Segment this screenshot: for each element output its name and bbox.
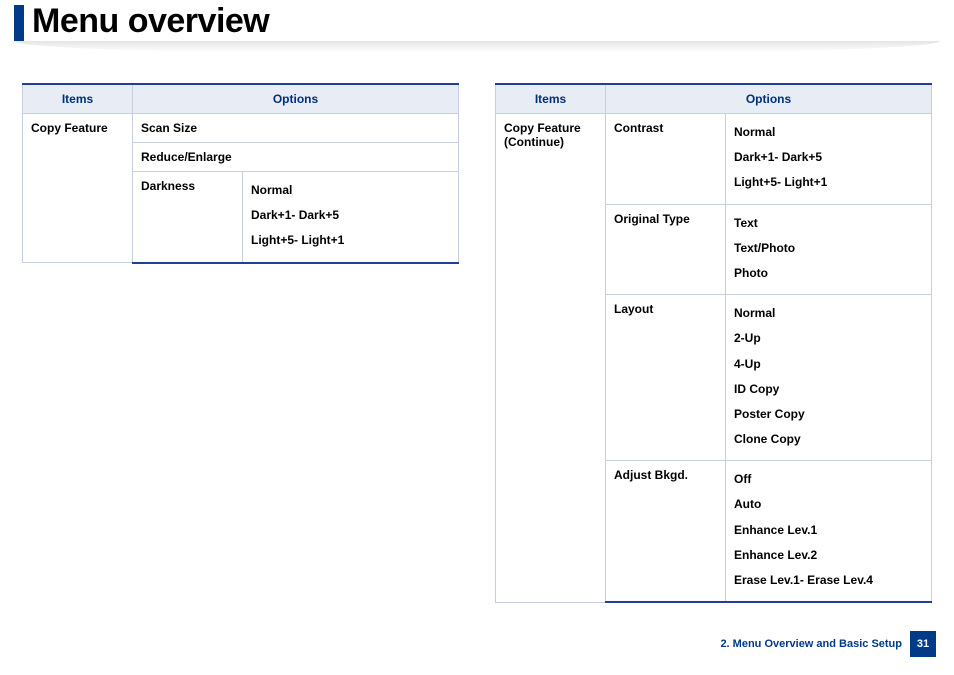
option-value: Off <box>734 468 923 493</box>
footer-section-label: 2. Menu Overview and Basic Setup <box>720 638 902 650</box>
option-value: Erase Lev.1- Erase Lev.4 <box>734 569 923 594</box>
option-cell: Layout <box>606 295 726 461</box>
table-header-items: Items <box>496 84 606 114</box>
option-cell: Reduce/Enlarge <box>133 143 459 172</box>
title-shadow-divider <box>14 41 940 55</box>
menu-table-left: Items Options Copy Feature Scan Size Red… <box>22 83 459 264</box>
option-value: Light+5- Light+1 <box>251 229 450 254</box>
item-cell: Copy Feature (Continue) <box>496 114 606 603</box>
option-value: Auto <box>734 493 923 518</box>
option-value: Dark+1- Dark+5 <box>734 146 923 171</box>
option-cell: Darkness <box>133 172 243 263</box>
option-value: Clone Copy <box>734 428 923 453</box>
title-region: Menu overview <box>14 0 954 41</box>
option-value: Text/Photo <box>734 237 923 262</box>
option-value: 4-Up <box>734 353 923 378</box>
option-values-cell: Text Text/Photo Photo <box>726 204 932 295</box>
page-title: Menu overview <box>32 2 269 41</box>
option-value: Normal <box>734 302 923 327</box>
page-number-badge: 31 <box>910 631 936 657</box>
option-values-cell: Normal 2-Up 4-Up ID Copy Poster Copy Clo… <box>726 295 932 461</box>
option-cell: Original Type <box>606 204 726 295</box>
option-value: Enhance Lev.2 <box>734 544 923 569</box>
option-value: Dark+1- Dark+5 <box>251 204 450 229</box>
item-cell: Copy Feature <box>23 114 133 263</box>
option-values-cell: Normal Dark+1- Dark+5 Light+5- Light+1 <box>726 114 932 205</box>
table-header-options: Options <box>606 84 932 114</box>
option-value: 2-Up <box>734 327 923 352</box>
option-values-cell: Normal Dark+1- Dark+5 Light+5- Light+1 <box>243 172 459 263</box>
option-value: Text <box>734 212 923 237</box>
table-header-options: Options <box>133 84 459 114</box>
option-value: Light+5- Light+1 <box>734 171 923 196</box>
tables-container: Items Options Copy Feature Scan Size Red… <box>0 55 954 603</box>
menu-table-right: Items Options Copy Feature (Continue) Co… <box>495 83 932 603</box>
option-value: Normal <box>734 121 923 146</box>
option-cell: Scan Size <box>133 114 459 143</box>
page-footer: 2. Menu Overview and Basic Setup 31 <box>720 631 936 657</box>
option-value: ID Copy <box>734 378 923 403</box>
option-cell: Adjust Bkgd. <box>606 461 726 602</box>
option-values-cell: Off Auto Enhance Lev.1 Enhance Lev.2 Era… <box>726 461 932 602</box>
option-value: Poster Copy <box>734 403 923 428</box>
option-value: Normal <box>251 179 450 204</box>
table-header-items: Items <box>23 84 133 114</box>
option-value: Photo <box>734 262 923 287</box>
option-cell: Contrast <box>606 114 726 205</box>
option-value: Enhance Lev.1 <box>734 519 923 544</box>
title-accent-bar <box>14 5 24 41</box>
